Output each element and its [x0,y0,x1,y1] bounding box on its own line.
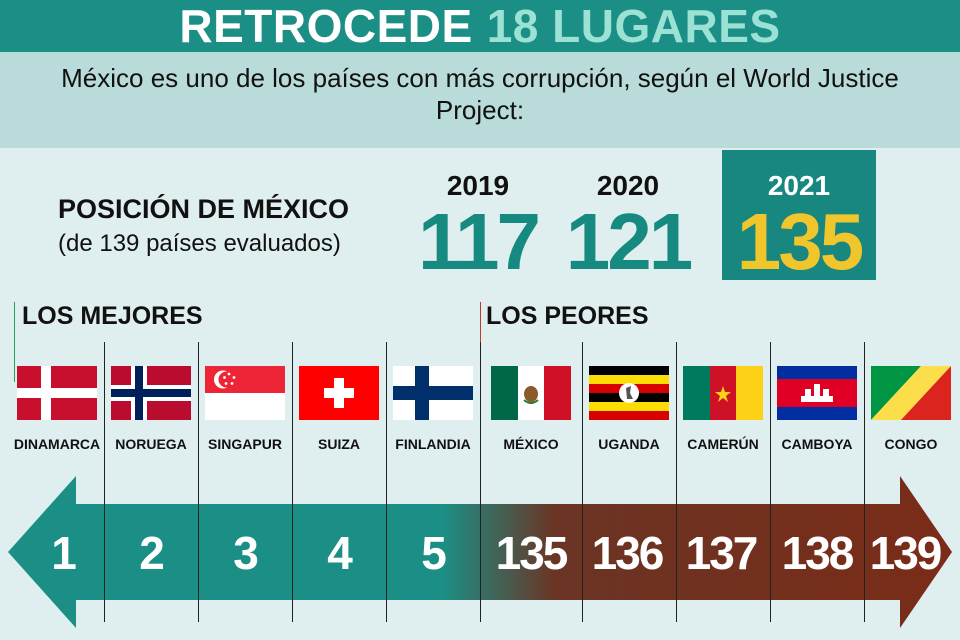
column-divider [676,342,677,622]
position-title: POSICIÓN DE MÉXICO [58,194,350,224]
cameroon-flag-icon [683,366,763,420]
year-block-2020: 2020 121 [552,150,704,286]
column-divider [480,342,481,622]
column-divider [386,342,387,622]
country-name: SINGAPUR [208,436,282,452]
rank-number: 4 [327,527,353,579]
switzerland-flag-icon [299,366,379,420]
year-position: 121 [565,197,693,286]
country-name: NORUEGA [115,436,187,452]
singapore-flag-icon [205,366,285,420]
congo-flag-icon [871,366,951,420]
year-label: 2020 [596,170,660,201]
title-main: RETROCEDE [179,0,473,52]
rank-number: 2 [139,527,165,579]
page-title: RETROCEDE 18 LUGARES [179,0,780,53]
rank-number: 138 [781,527,855,579]
year-block-2019: 2019 117 [402,150,554,286]
country-name: CAMERÚN [687,436,759,452]
rank-number: 139 [869,527,943,579]
country-name: DINAMARCA [13,436,101,452]
column-divider [770,342,771,622]
best-label: LOS MEJORES [22,302,203,330]
country-name: UGANDA [598,436,660,452]
year-label: 2021 [767,170,831,201]
rank-number: 136 [591,527,665,579]
year-label: 2019 [446,170,510,201]
rank-number: 1 [51,527,77,579]
country-name: CONGO [884,436,938,452]
cambodia-flag-icon [777,366,857,420]
country-name: CAMBOYA [781,436,853,452]
rank-number: 135 [495,527,569,579]
country-name: FINLANDIA [395,436,471,452]
column-divider [198,342,199,622]
header-banner: RETROCEDE 18 LUGARES [0,0,960,52]
column-divider [864,342,865,622]
rank-number: 5 [421,527,447,579]
worst-label: LOS PEORES [486,302,649,330]
country-name: SUIZA [318,436,360,452]
year-position: 135 [736,197,864,286]
column-divider [582,342,583,622]
title-accent: 18 LUGARES [486,0,781,52]
mexico-flag-icon [491,366,571,420]
finland-flag-icon [393,366,473,420]
column-divider [292,342,293,622]
denmark-flag-icon [17,366,97,420]
column-divider [104,342,105,622]
year-block-2021: 2021 135 [722,150,876,286]
norway-flag-icon [111,366,191,420]
year-position: 117 [417,197,541,286]
country-name: MÉXICO [503,436,559,452]
rank-number: 3 [233,527,259,579]
subtitle-band: México es uno de los países con más corr… [0,52,960,148]
page-subtitle: México es uno de los países con más corr… [61,63,899,125]
position-subtitle: (de 139 países evaluados) [58,230,341,257]
rank-number: 137 [685,527,759,579]
uganda-flag-icon [589,366,669,420]
best-marker-line [14,302,15,382]
